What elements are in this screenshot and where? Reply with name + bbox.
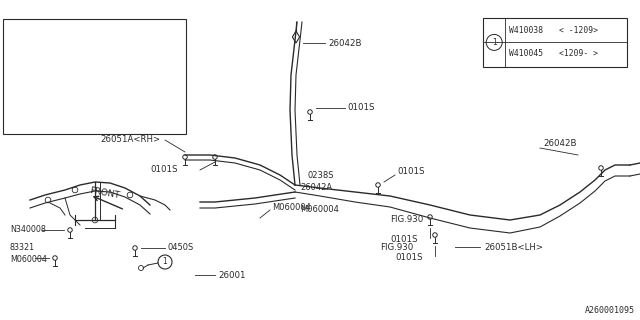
Text: W410038: W410038 <box>509 27 543 36</box>
Text: W410045: W410045 <box>509 49 543 58</box>
Text: 26001: 26001 <box>218 270 246 279</box>
Bar <box>3 19 186 134</box>
Bar <box>483 18 627 67</box>
Text: 0101S: 0101S <box>150 165 177 174</box>
Text: 83321: 83321 <box>10 244 35 252</box>
Text: FIG.930: FIG.930 <box>390 215 423 225</box>
Text: 26042B: 26042B <box>543 140 577 148</box>
Text: M060004: M060004 <box>300 205 339 214</box>
Text: 1: 1 <box>492 38 497 47</box>
Text: 26051B<LH>: 26051B<LH> <box>484 243 543 252</box>
Text: 0101S: 0101S <box>347 103 374 113</box>
Text: 26042B: 26042B <box>328 38 362 47</box>
Text: 0101S: 0101S <box>397 167 424 177</box>
Text: FIG.930: FIG.930 <box>380 244 413 252</box>
Text: A260001095: A260001095 <box>585 306 635 315</box>
Text: 26051A<RH>: 26051A<RH> <box>100 135 160 145</box>
Text: <1209- >: <1209- > <box>559 49 598 58</box>
Text: 0101S: 0101S <box>395 253 422 262</box>
Text: M060004: M060004 <box>272 204 311 212</box>
Text: 0101S: 0101S <box>390 236 417 244</box>
Text: M060004: M060004 <box>10 255 47 265</box>
Text: FRONT: FRONT <box>89 186 121 200</box>
Text: 0238S: 0238S <box>308 171 335 180</box>
Text: < -1209>: < -1209> <box>559 27 598 36</box>
Text: 1: 1 <box>163 258 168 267</box>
Text: 0450S: 0450S <box>167 244 193 252</box>
Text: 26042A: 26042A <box>300 183 332 193</box>
Text: N340008: N340008 <box>10 226 46 235</box>
